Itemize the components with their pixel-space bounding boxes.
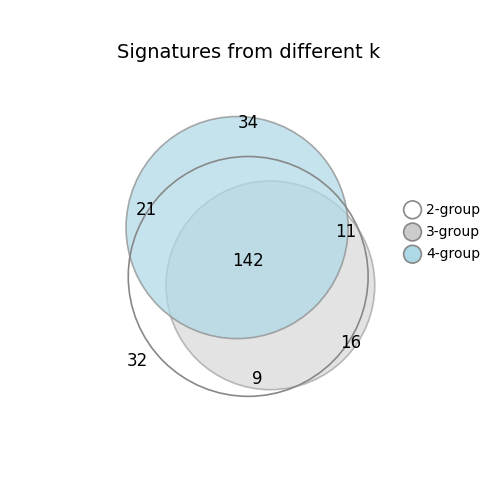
Text: 4-group: 4-group	[426, 247, 480, 261]
Text: 32: 32	[127, 352, 148, 370]
Circle shape	[404, 245, 421, 263]
Title: Signatures from different k: Signatures from different k	[116, 43, 380, 62]
Text: 3-group: 3-group	[426, 225, 480, 239]
Circle shape	[404, 223, 421, 241]
Text: 11: 11	[335, 223, 356, 241]
Circle shape	[166, 181, 375, 390]
Text: 34: 34	[237, 114, 259, 132]
Text: 9: 9	[252, 369, 262, 388]
Text: 16: 16	[340, 334, 361, 352]
Circle shape	[126, 116, 348, 339]
Text: 2-group: 2-group	[426, 203, 480, 217]
Text: 21: 21	[136, 201, 157, 219]
Text: 142: 142	[232, 252, 264, 270]
